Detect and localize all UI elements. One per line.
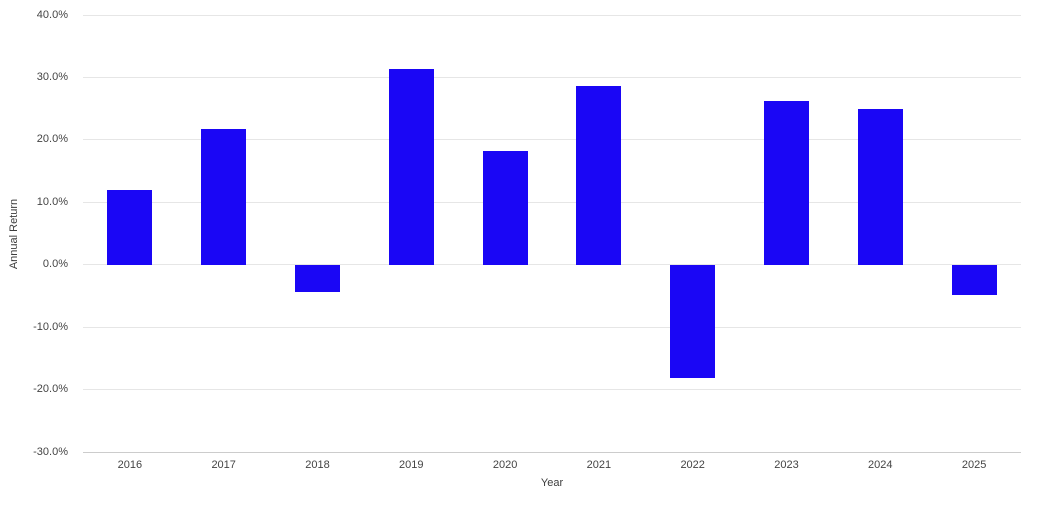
y-tick-label-0: 0.0%: [42, 258, 68, 271]
y-tick-label--20: -20.0%: [33, 383, 68, 396]
x-tick-label-2019: 2019: [399, 459, 424, 471]
x-tick-label-2020: 2020: [492, 459, 518, 471]
x-tick-label-2022: 2022: [680, 459, 705, 471]
x-tick-label-2024: 2024: [868, 459, 893, 471]
y-tick-label-40: 40.0%: [36, 8, 68, 21]
x-tick-label-2021: 2021: [586, 459, 612, 471]
y-tick-label-10: 10.0%: [36, 195, 68, 208]
x-tick-label-2017: 2017: [211, 459, 236, 471]
x-axis-title: Year: [540, 477, 564, 489]
x-tick-label-2016: 2016: [117, 459, 143, 471]
bar-2019[interactable]: [388, 69, 434, 265]
gridline-30: [83, 76, 1021, 78]
bar-2020[interactable]: [482, 151, 528, 265]
y-axis-title: Annual Return: [8, 198, 20, 269]
bar-2018[interactable]: [295, 264, 340, 293]
gridline--30: [83, 451, 1021, 453]
x-tick-label-2025: 2025: [961, 459, 987, 471]
bar-2023[interactable]: [764, 101, 809, 265]
gridline--10: [83, 326, 1021, 328]
y-tick-label--10: -10.0%: [33, 320, 68, 333]
bar-2017[interactable]: [201, 128, 247, 265]
gridline--20: [83, 389, 1021, 391]
gridline-40: [83, 14, 1021, 16]
x-tick-label-2018: 2018: [305, 459, 330, 471]
x-tick-label-2023: 2023: [774, 459, 799, 471]
y-tick-label-30: 30.0%: [36, 70, 68, 83]
bar-2022[interactable]: [670, 264, 716, 378]
y-tick-label-20: 20.0%: [36, 133, 68, 146]
y-tick-label--30: -30.0%: [33, 445, 68, 458]
bar-2025[interactable]: [951, 264, 997, 296]
bar-2016[interactable]: [107, 189, 153, 265]
bar-2024[interactable]: [857, 108, 903, 265]
bar-2021[interactable]: [576, 85, 622, 265]
